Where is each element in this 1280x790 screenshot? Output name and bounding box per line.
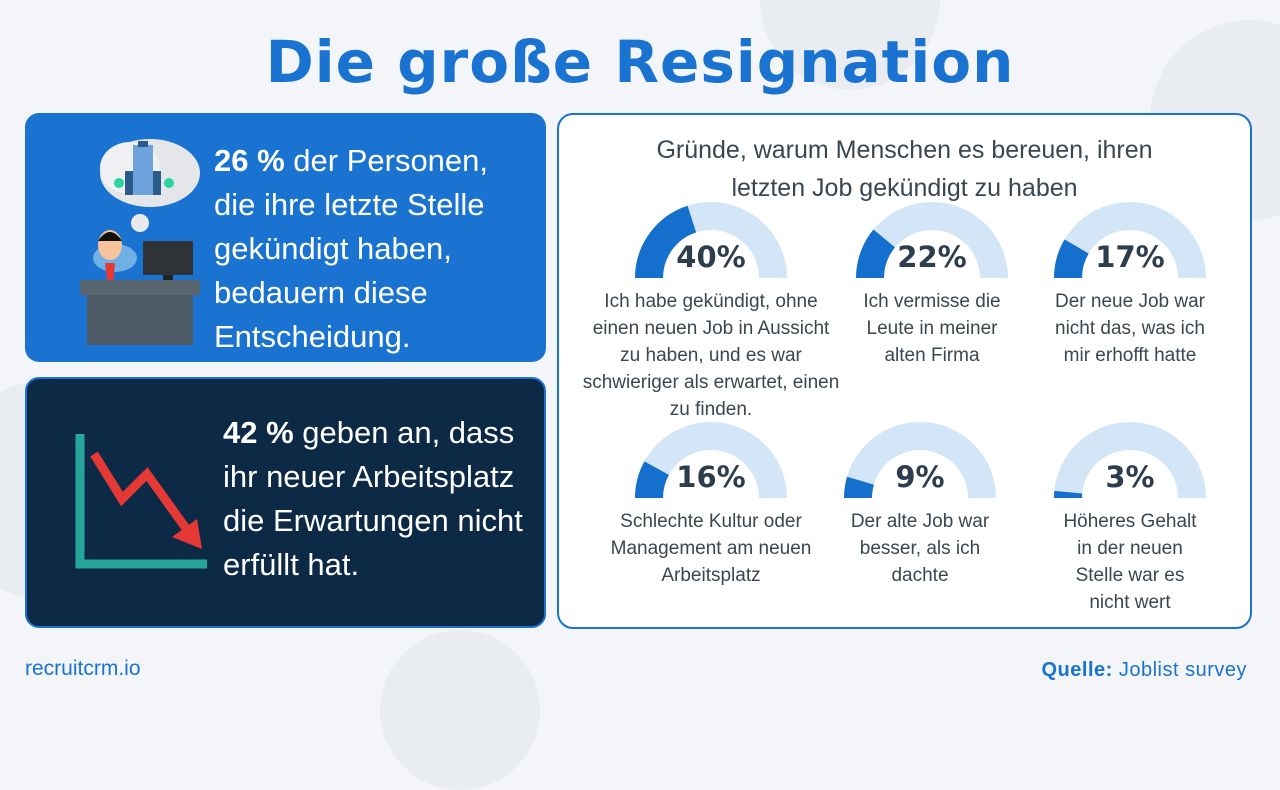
regret-percent: 26 %	[214, 143, 285, 178]
declining-chart-icon	[72, 429, 222, 589]
gauge-value: 9%	[800, 460, 1040, 494]
gauge-label: Der neue Job war nicht das, was ich mir …	[1010, 288, 1250, 369]
gauge-label: Der alte Job war besser, als ich dachte	[800, 508, 1040, 589]
source-citation: Quelle: Joblist survey	[1041, 659, 1247, 682]
page-title: Die große Resignation	[0, 28, 1280, 96]
brand-link[interactable]: recruitcrm.io	[25, 657, 141, 681]
gauge-label: Schlechte Kultur oder Management am neue…	[591, 508, 831, 589]
gauge-3: 17% Der neue Job war nicht das, was ich …	[1010, 200, 1250, 369]
stat-card-expectations: 42 % geben an, dass ihr neuer Arbeitspla…	[25, 377, 546, 628]
stat-card-regret: 26 % der Personen, die ihre letzte Stell…	[25, 113, 546, 362]
gauge-value: 16%	[591, 460, 831, 494]
gauge-5: 9% Der alte Job war besser, als ich dach…	[800, 420, 1040, 589]
gauge-value: 3%	[1010, 460, 1250, 494]
gauge-label: Ich habe gekündigt, ohne einen neuen Job…	[581, 288, 841, 423]
gauge-4: 16% Schlechte Kultur oder Management am …	[591, 420, 831, 589]
office-worker-illustration	[75, 123, 225, 363]
source-name: Joblist survey	[1113, 659, 1247, 681]
chart-title: Gründe, warum Menschen es bereuen, ihren…	[559, 131, 1250, 207]
gauge-value: 40%	[581, 240, 841, 274]
gauge-1: 40% Ich habe gekündigt, ohne einen neuen…	[581, 200, 841, 423]
expectations-percent: 42 %	[223, 415, 294, 450]
gauge-value: 17%	[1010, 240, 1250, 274]
source-label: Quelle:	[1041, 659, 1112, 681]
gauge-6: 3% Höheres Gehalt in der neuen Stelle wa…	[1010, 420, 1250, 616]
gauge-label: Höheres Gehalt in der neuen Stelle war e…	[1010, 508, 1250, 616]
